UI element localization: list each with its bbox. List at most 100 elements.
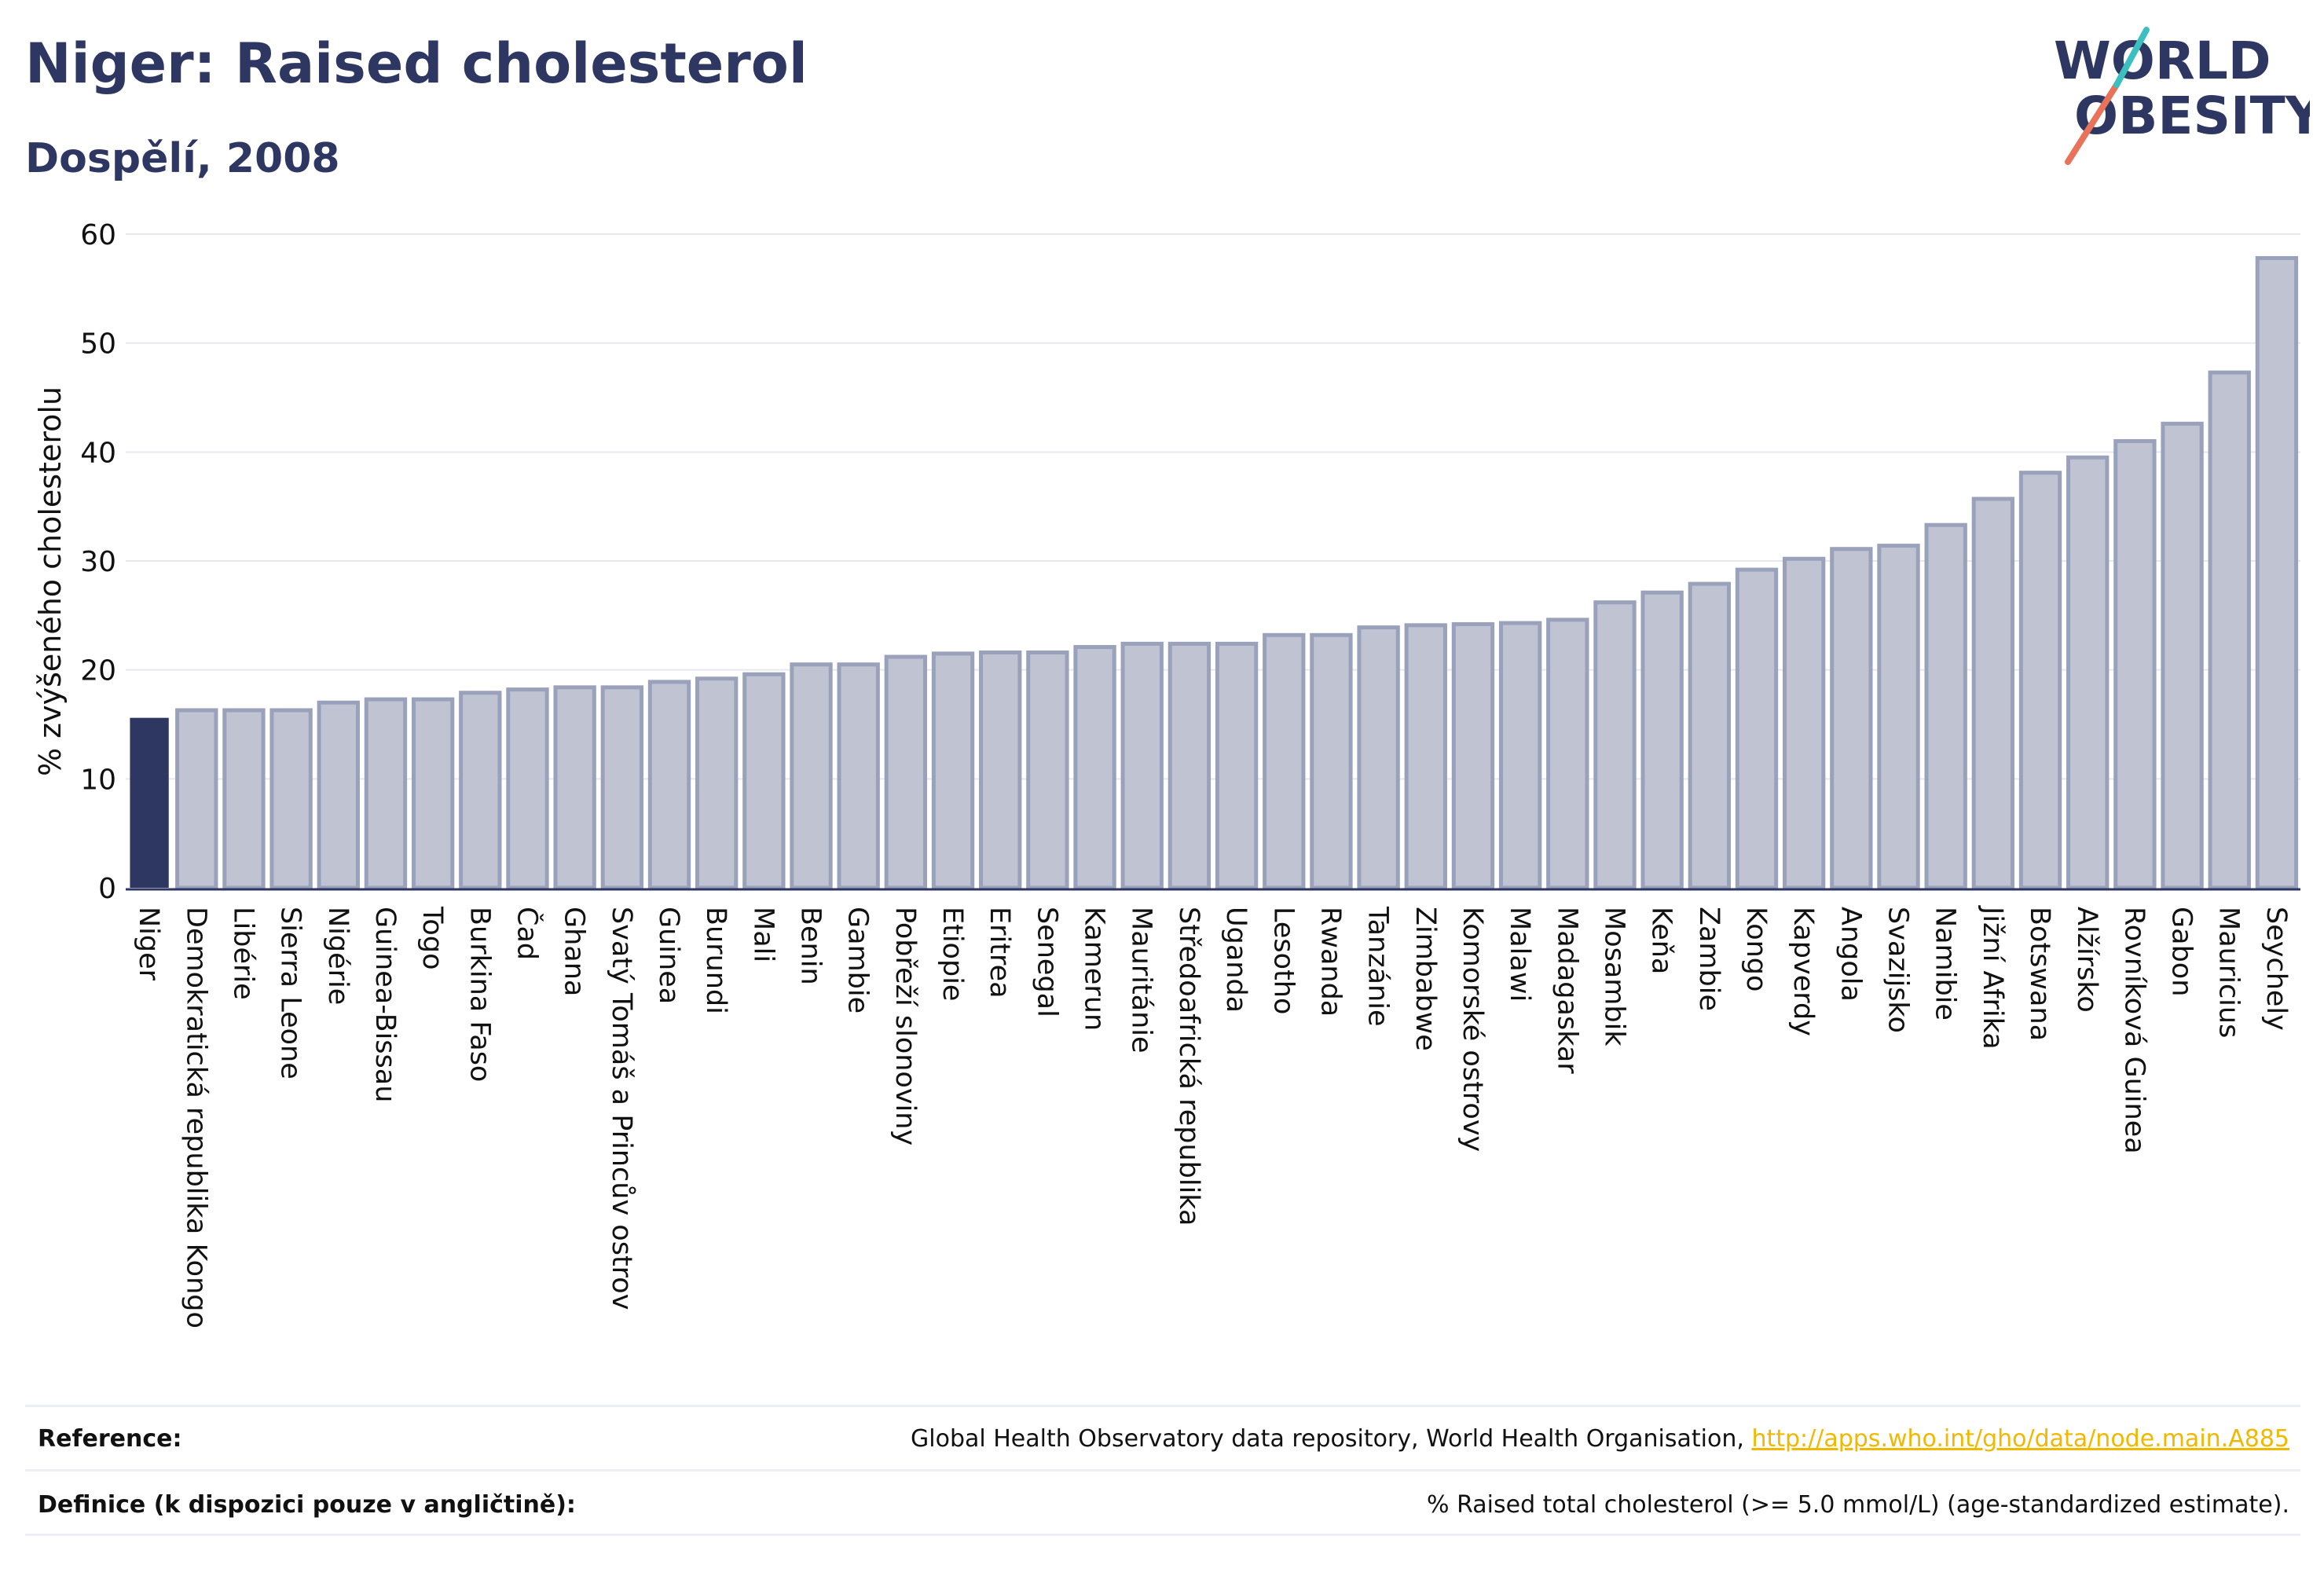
bar [1924,522,1967,890]
x-tick-label: Svazijsko [1882,907,1914,1033]
logo-slash-teal [2113,27,2150,88]
y-tick-label: 10 [80,764,116,796]
bar [1877,544,1920,890]
bar [459,691,502,890]
bar [364,697,408,890]
bar [1357,625,1400,890]
y-tick-label: 20 [80,655,116,687]
reference-source: Global Health Observatory data repositor… [911,1425,1752,1453]
bar [1026,650,1069,890]
bar [1783,556,1826,890]
x-tick-label: Togo [416,906,448,969]
logo-slash-coral [2065,82,2120,165]
x-tick-label: Keňa [1646,907,1677,974]
bar [600,685,643,890]
x-tick-label: Středoafrická republika [1173,907,1204,1226]
x-tick-label: Pobřeží slonoviny [889,907,921,1145]
x-tick-label: Tanzánie [1362,906,1394,1026]
bar [2255,256,2299,890]
x-tick-label: Rwanda [1314,907,1346,1017]
x-tick-label: Mali [747,907,779,962]
bar [1073,645,1116,890]
bar [1120,641,1164,890]
bar [647,680,691,890]
x-tick-label: Seychely [2260,907,2292,1031]
bar [931,651,975,890]
bar [175,708,218,890]
x-tick-label: Demokratická republika Kongo [180,907,211,1329]
x-tick-label: Alžírsko [2071,907,2102,1013]
bar [1593,600,1637,890]
definition-text: % Raised total cholesterol (>= 5.0 mmol/… [1427,1491,2289,1519]
bar [742,672,786,890]
definition-label: Definice (k dispozici pouze v angličtině… [38,1491,576,1519]
bar [222,708,266,890]
x-tick-label: Botswana [2024,907,2055,1041]
bar [2208,370,2251,890]
x-tick-label: Mosambik [1598,907,1629,1046]
bar [1451,621,1495,890]
bar [1688,581,1731,890]
x-tick-label: Libérie [227,907,258,1000]
chart-subtitle: Dospělí, 2008 [25,135,340,182]
bar [506,687,549,890]
bar [1310,632,1353,890]
world-obesity-logo: WORLD OBESITY [2054,27,2310,165]
footer-divider-bottom [25,1534,2300,1536]
x-tick-label: Niger [133,907,164,981]
bar [1167,641,1211,890]
bar [1498,621,1542,890]
bar [1830,547,1873,890]
x-tick-label: Rovníková Guinea [2118,907,2150,1154]
x-tick-label: Burundi [700,907,731,1014]
x-tick-label: Benin [795,907,827,985]
y-tick-label: 30 [80,546,116,578]
x-tick-label: Ghana [559,907,590,996]
x-tick-label: Zimbabwe [1409,907,1441,1051]
x-tick-label: Komorské ostrovy [1457,907,1488,1152]
x-tick-label: Sierra Leone [275,907,306,1079]
x-tick-label: Mauricius [2213,907,2245,1038]
bar [695,676,739,890]
x-tick-label: Malawi [1504,907,1535,1002]
y-tick-label: 50 [80,328,116,361]
x-tick-label: Mauritánie [1126,907,1157,1054]
footer-divider-top [25,1405,2300,1407]
x-tick-label: Gabon [2166,907,2198,996]
bar-chart: 0 10 20 30 40 50 60 Niger Demokratická republika… [80,219,2300,1329]
x-tick-label: Uganda [1220,907,1252,1013]
bar [1640,590,1684,890]
y-tick-label: 0 [98,873,116,905]
bar [317,700,360,890]
x-tick-label: Kongo [1740,907,1772,991]
bar [1546,618,1589,890]
bar [553,685,596,890]
x-tick-label: Madagaskar [1551,907,1582,1074]
x-tick-label: Kapverdy [1787,907,1819,1036]
bar [790,662,833,890]
reference-link[interactable]: http://apps.who.int/gho/data/node.main.A… [1751,1425,2289,1453]
bar [1735,567,1779,890]
bar [1404,623,1447,890]
logo-line1: WORLD [2054,31,2271,91]
y-tick-label: 40 [80,437,116,469]
x-tick-label: Namibie [1930,907,1961,1021]
bar [2161,421,2204,890]
bar [884,654,928,890]
x-tick-label: Nigérie [322,907,354,1005]
x-tick-label: Gambie [842,907,874,1013]
x-tick-label: Burkina Faso [464,907,495,1082]
bar [1263,632,1306,890]
bar [411,697,455,890]
bar [2018,471,2062,890]
x-tick-label: Zambie [1693,907,1725,1011]
x-tick-label: Čad [511,907,544,960]
reference-label: Reference: [38,1425,182,1453]
x-tick-label: Etiopie [937,907,968,1001]
bar [837,662,880,890]
bar-highlight [130,717,169,888]
bar [1971,497,2015,890]
x-tick-label: Guinea [653,907,684,1004]
bar [269,708,313,890]
bar [2066,455,2110,890]
